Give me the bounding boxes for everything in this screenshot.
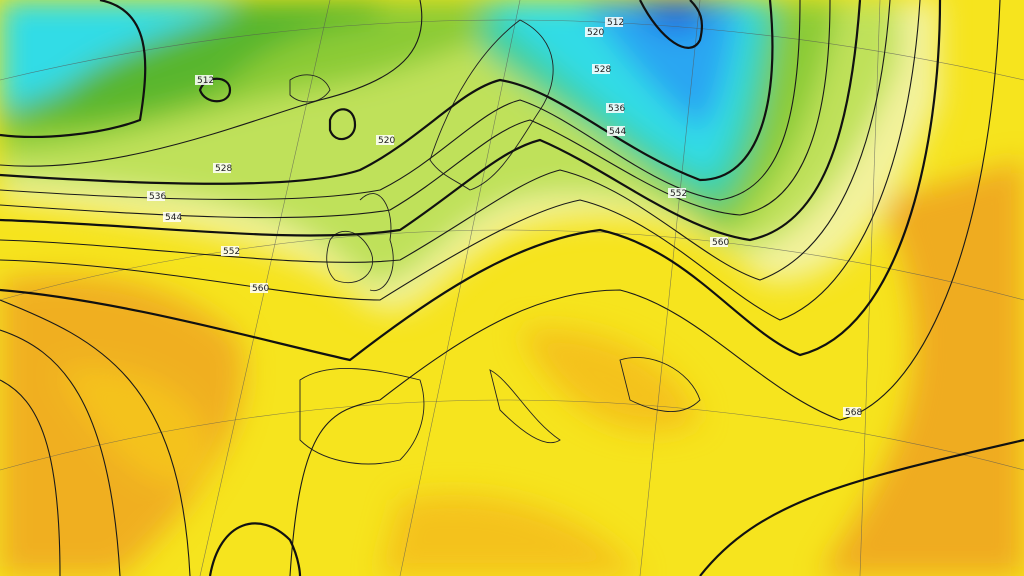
contour-label: 560 [252,284,269,294]
contour-label: 568 [845,408,862,418]
coastlines [289,19,701,465]
contour-label: 552 [670,189,687,199]
contour-label: 560 [712,238,729,248]
contour-label: 512 [607,18,624,28]
contour-label: 520 [587,28,604,38]
contour-label: 520 [378,136,395,146]
contour-label: 544 [609,127,626,137]
contour-label: 528 [215,164,232,174]
contour-label: 536 [608,104,625,114]
contour-label: 536 [149,192,166,202]
contour-label: 528 [594,65,611,75]
contour-label: 552 [223,247,240,257]
contour-label: 512 [197,76,214,86]
contour-labels: 512 520 528 536 544 552 560 568 512 520 … [147,17,862,418]
contour-label: 544 [165,213,182,223]
